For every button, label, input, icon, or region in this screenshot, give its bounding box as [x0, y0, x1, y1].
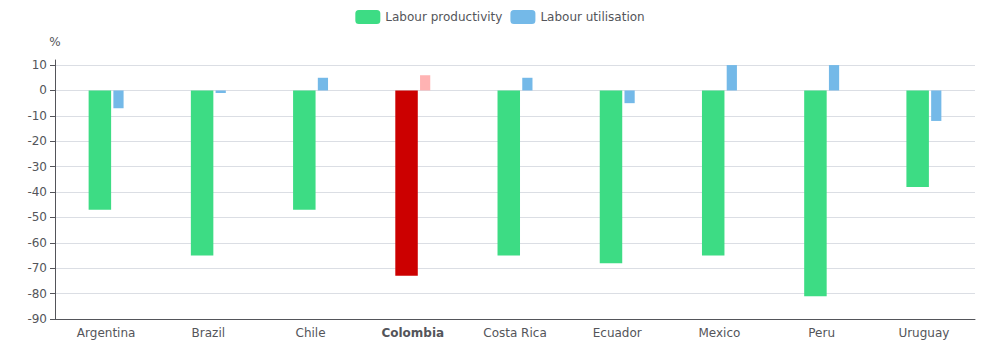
- svg-text:-50: -50: [27, 210, 47, 224]
- svg-text:Labour productivity: Labour productivity: [385, 10, 502, 24]
- svg-text:-80: -80: [27, 287, 47, 301]
- svg-text:Brazil: Brazil: [192, 326, 226, 340]
- svg-text:-40: -40: [27, 185, 47, 199]
- svg-text:-90: -90: [27, 312, 47, 326]
- svg-text:%: %: [49, 35, 60, 49]
- svg-text:-70: -70: [27, 261, 47, 275]
- svg-text:Chile: Chile: [296, 326, 326, 340]
- svg-text:Argentina: Argentina: [77, 326, 136, 340]
- svg-text:-10: -10: [27, 109, 47, 123]
- svg-text:Labour utilisation: Labour utilisation: [540, 10, 644, 24]
- svg-text:Uruguay: Uruguay: [898, 326, 949, 340]
- svg-text:Mexico: Mexico: [698, 326, 740, 340]
- svg-text:-20: -20: [27, 134, 47, 148]
- svg-text:Costa Rica: Costa Rica: [483, 326, 546, 340]
- svg-text:Peru: Peru: [808, 326, 835, 340]
- svg-text:-60: -60: [27, 236, 47, 250]
- svg-text:Colombia: Colombia: [381, 326, 444, 340]
- svg-text:0: 0: [39, 83, 47, 97]
- svg-text:10: 10: [32, 58, 47, 72]
- svg-text:Ecuador: Ecuador: [593, 326, 642, 340]
- svg-text:-30: -30: [27, 160, 47, 174]
